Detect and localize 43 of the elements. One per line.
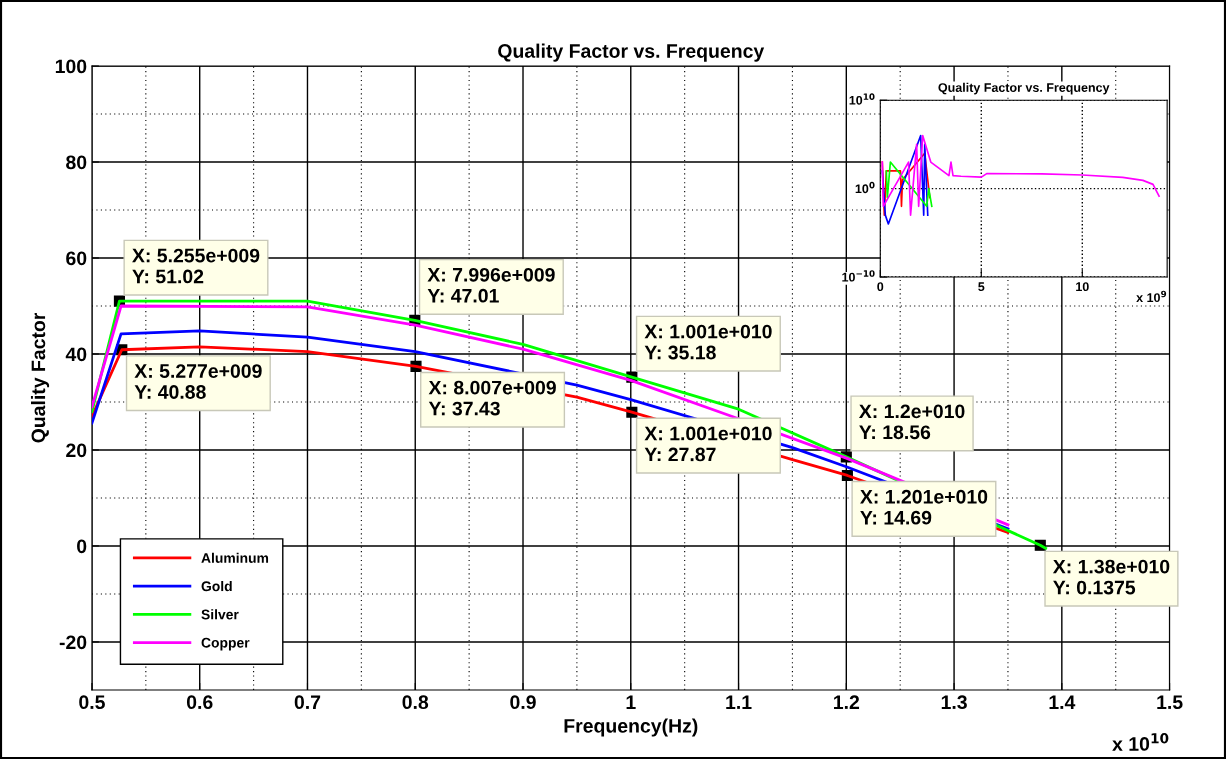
- x-tick-label: 1.1: [726, 695, 752, 709]
- x-tick-label: 1: [626, 695, 636, 709]
- x-tick-label: 5: [978, 282, 985, 292]
- y-axis-title: Quality Factor: [30, 312, 50, 443]
- legend-label: Silver: [201, 609, 239, 620]
- chart-title: Quality Factor vs. Frequency: [938, 82, 1110, 95]
- annotation: X: 1.001e+010 Y: 27.87: [644, 426, 772, 462]
- y-tick-label: 100: [55, 59, 87, 74]
- y-tick-label: 10$^{0}$: [855, 181, 875, 194]
- y-tick-label: 10$^{10}$: [849, 93, 875, 105]
- legend-label: Aluminum: [201, 552, 269, 563]
- annotation: X: 5.255e+009 Y: 51.02: [132, 248, 260, 284]
- legend-label: Copper: [201, 637, 250, 651]
- x-tick-label: 1.3: [941, 695, 967, 710]
- annotation: X: 8.007e+009 Y: 37.43: [428, 380, 556, 416]
- y-tick-label: 20: [66, 443, 87, 458]
- y-tick-label: 10$^{−10}$: [842, 270, 875, 282]
- y-tick-label: 80: [66, 155, 87, 170]
- annotation: X: 1.38e+010 Y: 0.1375: [1052, 559, 1170, 595]
- y-tick-label: 40: [65, 347, 87, 362]
- y-tick-label: -20: [59, 635, 87, 650]
- legend-label: Gold: [201, 580, 232, 592]
- annotation: X: 1.201e+010 Y: 14.69: [860, 489, 988, 525]
- x-axis-title: Frequency(Hz): [564, 718, 698, 737]
- x-tick-label: 1.2: [834, 695, 860, 709]
- annotation: X: 1.001e+010 Y: 35.18: [644, 324, 772, 360]
- annotation: x 10$^{9}$: [1136, 290, 1167, 303]
- annotation: X: 7.996e+009 Y: 47.01: [427, 267, 555, 303]
- x-tick-label: 1.4: [1049, 695, 1076, 709]
- x-tick-label: 0.9: [510, 695, 536, 710]
- x-tick-label: 0.7: [294, 695, 321, 710]
- chart-title: Quality Factor vs. Frequency: [498, 43, 765, 62]
- x-tick-label: 10: [1076, 282, 1089, 292]
- x-tick-label: 0: [877, 282, 884, 292]
- y-tick-label: 60: [66, 251, 87, 266]
- annotation: X: 1.2e+010 Y: 18.56: [858, 404, 965, 440]
- x-tick-label: 0.6: [186, 695, 213, 710]
- annotation: X: 5.277e+009 Y: 40.88: [134, 364, 262, 399]
- x-tick-label: 0.5: [79, 695, 105, 710]
- x-tick-label: 1.5: [1157, 695, 1183, 710]
- y-tick-label: 0: [77, 539, 87, 554]
- text: x 10$^{10}$: [1112, 733, 1169, 751]
- x-tick-label: 0.8: [402, 695, 429, 710]
